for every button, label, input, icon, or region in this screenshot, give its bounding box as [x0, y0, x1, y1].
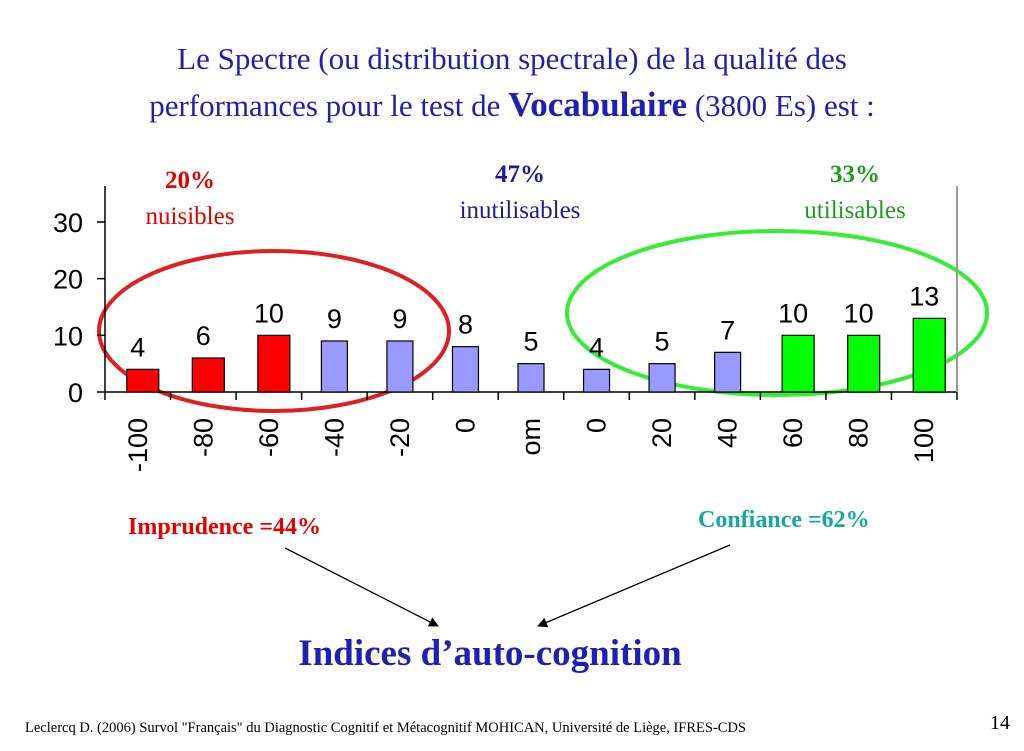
category-label: -100 [123, 418, 153, 472]
bar--40 [320, 340, 348, 393]
y-tick-label: 10 [53, 321, 83, 351]
bar-100 [912, 317, 946, 393]
title-test-name: Vocabulaire [508, 85, 688, 124]
bar-20 [648, 363, 676, 393]
data-label: 10 [778, 298, 808, 328]
arrow-imprudence [284, 547, 439, 627]
y-tick-label: 30 [53, 208, 83, 238]
data-label: 6 [196, 321, 211, 351]
data-label: 4 [130, 332, 145, 362]
data-label: 5 [655, 327, 670, 357]
slide-title: Le Spectre (ou distribution spectrale) d… [0, 36, 1024, 129]
data-label: 9 [327, 304, 342, 334]
group-usable-label: 33% utilisables [760, 157, 950, 229]
bar--60 [257, 334, 291, 393]
group-harmful-name: nuisibles [145, 203, 235, 230]
bar-om [517, 363, 545, 393]
bar-80 [847, 334, 881, 393]
group-useless-label: 47% inutilisables [405, 157, 635, 229]
group-harmful-label: 20% nuisibles [95, 163, 285, 235]
y-tick-label: 0 [68, 378, 83, 408]
bar-40 [714, 351, 742, 393]
category-label: -80 [188, 418, 218, 457]
title-line-1: Le Spectre (ou distribution spectrale) d… [177, 41, 847, 76]
imprudence-index: Imprudence =44% [128, 514, 322, 540]
category-label: om [516, 418, 546, 456]
usable-ellipse [565, 229, 989, 397]
page-number: 14 [990, 712, 1010, 734]
data-label: 9 [392, 304, 407, 334]
category-label: 0 [450, 418, 480, 433]
bar--20 [386, 340, 414, 393]
confiance-index: Confiance =62% [698, 507, 870, 533]
bar--80 [191, 357, 225, 393]
footer-citation: Leclercq D. (2006) Survol "Français" du … [25, 720, 746, 736]
group-usable-name: utilisables [804, 197, 906, 224]
data-label: 4 [589, 332, 604, 362]
category-label: 40 [713, 418, 743, 448]
group-harmful-percent: 20% [165, 167, 215, 194]
data-label: 8 [458, 310, 473, 340]
category-label: 60 [778, 418, 808, 448]
title-line-2: performances pour le test de Vocabulaire… [0, 82, 1024, 129]
group-usable-percent: 33% [830, 161, 880, 188]
arrow-confiance [537, 544, 731, 628]
category-label: 20 [647, 418, 677, 448]
group-useless-percent: 47% [495, 161, 545, 188]
data-label: 7 [720, 315, 735, 345]
data-label: 10 [844, 298, 874, 328]
bar--100 [126, 368, 160, 393]
category-label: 100 [909, 418, 939, 463]
category-label: -20 [385, 418, 415, 457]
bar-0 [451, 346, 480, 393]
category-label: 80 [844, 418, 874, 448]
y-tick-label: 20 [53, 265, 83, 295]
title-line-2-prefix: performances pour le test de [149, 88, 501, 123]
data-label: 13 [909, 281, 939, 311]
bar-60 [781, 334, 815, 393]
title-line-2-suffix: (3800 Es) est : [694, 88, 875, 123]
data-label: 5 [523, 327, 538, 357]
chart-plot-area: 01020304-1006-8010-609-409-20805om405207… [53, 186, 989, 472]
category-label: 0 [582, 418, 612, 433]
data-label: 10 [254, 298, 284, 328]
category-label: -40 [319, 418, 349, 457]
category-label: -60 [254, 418, 284, 457]
indices-heading: Indices d’auto-cognition [298, 633, 682, 674]
group-useless-name: inutilisables [459, 197, 581, 224]
harmful-ellipse [97, 249, 451, 413]
bar-0 [582, 368, 611, 393]
